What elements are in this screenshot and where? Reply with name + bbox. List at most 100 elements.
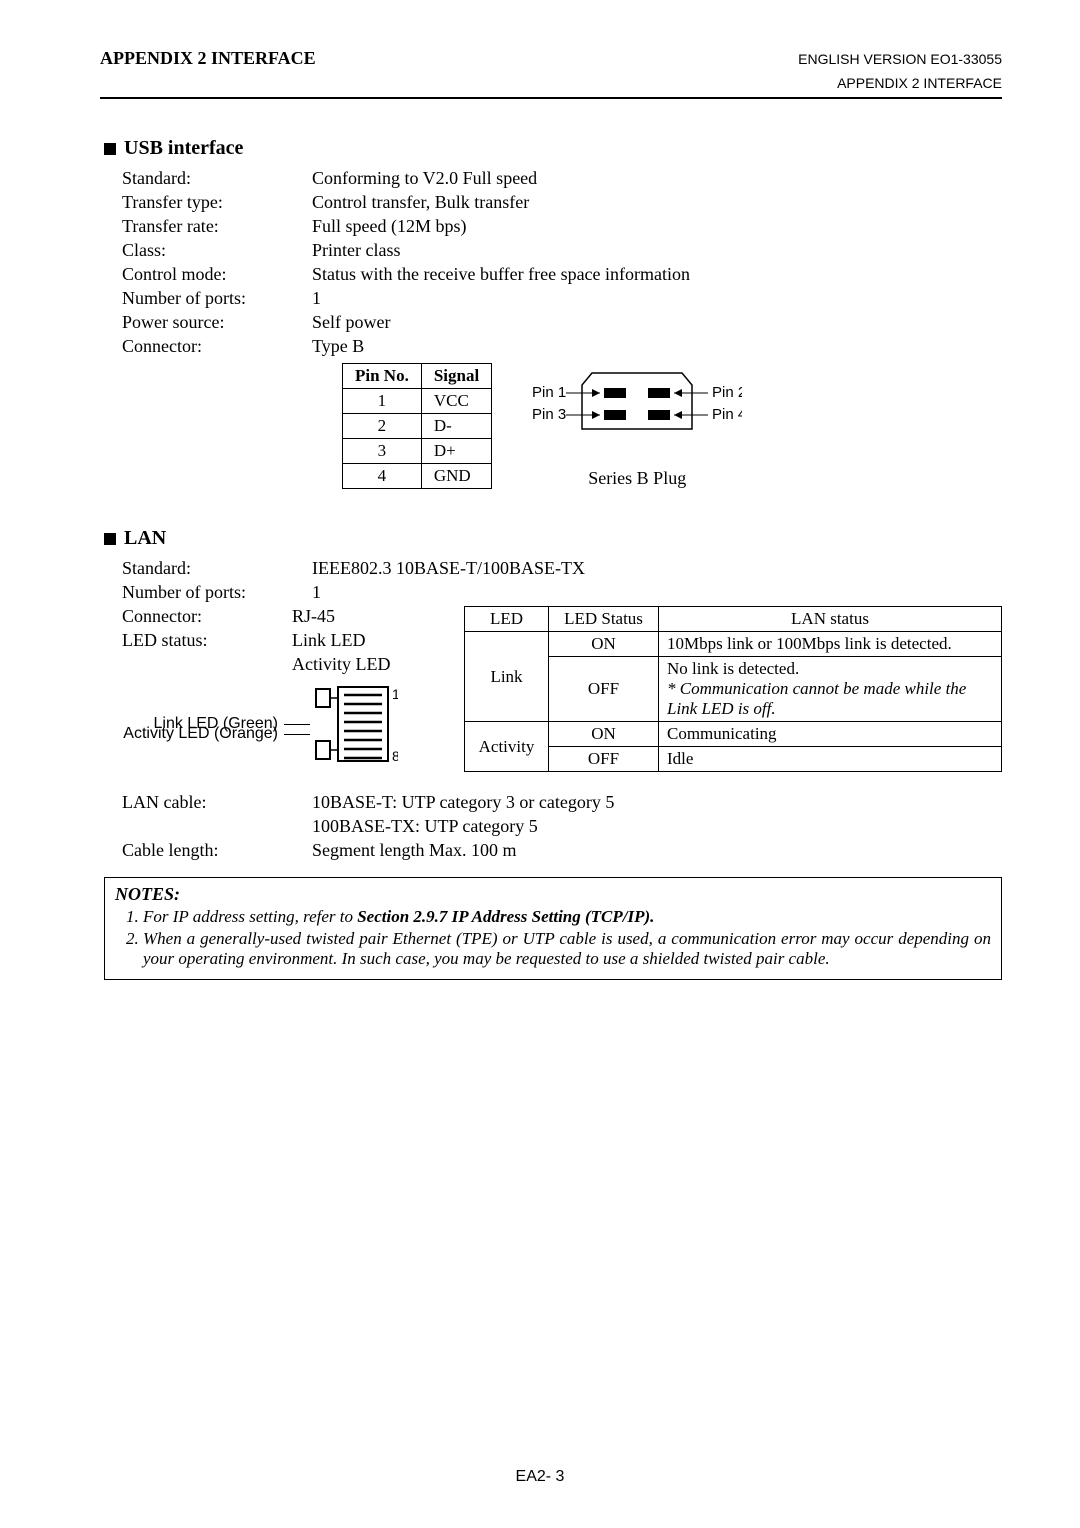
notes-title: NOTES:: [115, 884, 991, 905]
lan-kv-bottom: LAN cable:10BASE-T: UTP category 3 or ca…: [122, 792, 1002, 861]
pin-th-sig: Signal: [421, 364, 491, 389]
rj45-diagram-area: Link LED (Green): [104, 681, 464, 749]
pin-cell: 1: [343, 389, 422, 414]
lan-kv-top: Standard:IEEE802.3 10BASE-T/100BASE-TX N…: [122, 558, 1002, 603]
usb-b-plug-diagram: Pin 1 Pin 2 Pin 3 Pin 4 Series B Plug: [532, 363, 742, 489]
usb-kv: Standard:Conforming to V2.0 Full speed T…: [122, 168, 1002, 357]
usb-section: USB interface Standard:Conforming to V2.…: [104, 137, 1002, 489]
kv-value: 10BASE-T: UTP category 3 or category 5: [312, 792, 1002, 813]
kv-value: Segment length Max. 100 m: [312, 840, 1002, 861]
lan-mid-left: Connector:RJ-45 LED status:Link LED Acti…: [104, 606, 464, 749]
lan-cell: ON: [549, 632, 659, 657]
usb-pin-table: Pin No. Signal 1VCC 2D- 3D+ 4GND: [342, 363, 492, 489]
kv-value: 1: [312, 288, 1002, 309]
notes-box: NOTES: For IP address setting, refer to …: [104, 877, 1002, 980]
lan-desc: No link is detected.: [667, 659, 799, 678]
lan-cell: No link is detected. * Communication can…: [659, 657, 1002, 722]
kv-label: Connector:: [122, 336, 312, 357]
kv-label: Transfer type:: [122, 192, 312, 213]
kv-label: Number of ports:: [122, 288, 312, 309]
lan-cell: 10Mbps link or 100Mbps link is detected.: [659, 632, 1002, 657]
pin-cell: D-: [421, 414, 491, 439]
note-ref: Section 2.9.7 IP Address Setting (TCP/IP…: [357, 907, 654, 926]
kv-value: Type B: [312, 336, 1002, 357]
rj45-pin8: 8: [392, 748, 398, 764]
usb-title-text: USB interface: [124, 137, 243, 160]
kv-label: Standard:: [122, 168, 312, 189]
kv-label: [122, 654, 292, 675]
lan-cell: OFF: [549, 657, 659, 722]
header-rule: [100, 97, 1002, 99]
notes-list: For IP address setting, refer to Section…: [143, 907, 991, 969]
kv-value: Control transfer, Bulk transfer: [312, 192, 1002, 213]
kv-label: Number of ports:: [122, 582, 312, 603]
kv-label: LAN cable:: [122, 792, 312, 813]
kv-label: Control mode:: [122, 264, 312, 285]
usb-pin-block: Pin No. Signal 1VCC 2D- 3D+ 4GND: [342, 363, 1002, 489]
activity-led-label: Activity LED (Orange): [104, 725, 284, 743]
rj45-connector-icon: 1 8: [308, 681, 398, 767]
lan-th-desc: LAN status: [659, 607, 1002, 632]
bullet-square-icon: [104, 533, 116, 545]
kv-value: Link LED: [292, 630, 464, 651]
lan-desc-extra: * Communication cannot be made while the…: [667, 679, 966, 718]
kv-value: Activity LED: [292, 654, 464, 675]
lan-title-text: LAN: [124, 527, 166, 550]
kv-value: 1: [312, 582, 1002, 603]
note-text: When a generally-used twisted pair Ether…: [143, 929, 991, 968]
usb-title: USB interface: [104, 137, 1002, 160]
pin2-label: Pin 2: [712, 384, 742, 401]
lan-cell: Communicating: [659, 722, 1002, 747]
pin-th-no: Pin No.: [343, 364, 422, 389]
lan-mid: Connector:RJ-45 LED status:Link LED Acti…: [104, 606, 1002, 772]
lan-cell: Idle: [659, 747, 1002, 772]
pin4-label: Pin 4: [712, 406, 742, 423]
lan-cell: OFF: [549, 747, 659, 772]
lan-kv-mid: Connector:RJ-45 LED status:Link LED Acti…: [122, 606, 464, 675]
header-sub: APPENDIX 2 INTERFACE: [100, 75, 1002, 91]
kv-label: [122, 816, 312, 837]
kv-value: Conforming to V2.0 Full speed: [312, 168, 1002, 189]
kv-value: Printer class: [312, 240, 1002, 261]
pin-cell: 3: [343, 439, 422, 464]
kv-value: Full speed (12M bps): [312, 216, 1002, 237]
kv-label: Cable length:: [122, 840, 312, 861]
lan-cell: Activity: [465, 722, 549, 772]
page-header: APPENDIX 2 INTERFACE ENGLISH VERSION EO1…: [100, 48, 1002, 69]
note-text: For IP address setting, refer to: [143, 907, 357, 926]
lan-th-led: LED: [465, 607, 549, 632]
usb-plug-caption: Series B Plug: [532, 468, 742, 489]
pin-cell: 4: [343, 464, 422, 489]
kv-value: Self power: [312, 312, 1002, 333]
kv-value: RJ-45: [292, 606, 464, 627]
kv-label: LED status:: [122, 630, 292, 651]
usb-b-plug-icon: Pin 1 Pin 2 Pin 3 Pin 4: [532, 363, 742, 453]
leader-line: [284, 734, 310, 735]
kv-label: Connector:: [122, 606, 292, 627]
header-left: APPENDIX 2 INTERFACE: [100, 48, 316, 69]
pin1-label: Pin 1: [532, 384, 566, 401]
pin3-label: Pin 3: [532, 406, 566, 423]
notes-item: For IP address setting, refer to Section…: [143, 907, 991, 927]
kv-value: IEEE802.3 10BASE-T/100BASE-TX: [312, 558, 1002, 579]
rj45-pin1: 1: [392, 686, 398, 702]
kv-label: Standard:: [122, 558, 312, 579]
kv-value: Status with the receive buffer free spac…: [312, 264, 1002, 285]
lan-th-status: LED Status: [549, 607, 659, 632]
pin-cell: VCC: [421, 389, 491, 414]
header-right: ENGLISH VERSION EO1-33055: [798, 51, 1002, 67]
lan-cell: ON: [549, 722, 659, 747]
lan-title: LAN: [104, 527, 1002, 550]
lan-section: LAN Standard:IEEE802.3 10BASE-T/100BASE-…: [104, 527, 1002, 980]
pin-cell: D+: [421, 439, 491, 464]
bullet-square-icon: [104, 143, 116, 155]
lan-status-table: LED LED Status LAN status Link ON 10Mbps…: [464, 606, 1002, 772]
kv-label: Transfer rate:: [122, 216, 312, 237]
page-footer: EA2- 3: [0, 1468, 1080, 1486]
pin-cell: 2: [343, 414, 422, 439]
pin-cell: GND: [421, 464, 491, 489]
notes-item: When a generally-used twisted pair Ether…: [143, 929, 991, 969]
kv-label: Power source:: [122, 312, 312, 333]
kv-value: 100BASE-TX: UTP category 5: [312, 816, 1002, 837]
kv-label: Class:: [122, 240, 312, 261]
